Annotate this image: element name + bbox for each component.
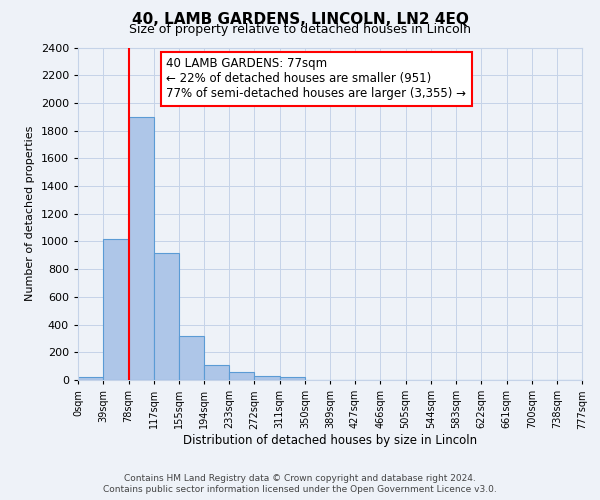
Bar — [280, 377, 305, 380]
Bar — [78, 377, 103, 380]
Text: 40, LAMB GARDENS, LINCOLN, LN2 4EQ: 40, LAMB GARDENS, LINCOLN, LN2 4EQ — [131, 12, 469, 26]
Bar — [179, 336, 204, 380]
Y-axis label: Number of detached properties: Number of detached properties — [25, 126, 35, 302]
Bar — [229, 372, 254, 380]
Bar — [128, 117, 154, 380]
Bar — [154, 252, 179, 380]
Text: 40 LAMB GARDENS: 77sqm
← 22% of detached houses are smaller (951)
77% of semi-de: 40 LAMB GARDENS: 77sqm ← 22% of detached… — [166, 58, 466, 100]
Text: Contains HM Land Registry data © Crown copyright and database right 2024.
Contai: Contains HM Land Registry data © Crown c… — [103, 474, 497, 494]
Bar — [204, 365, 229, 380]
Bar — [103, 238, 128, 380]
Bar — [254, 376, 280, 380]
X-axis label: Distribution of detached houses by size in Lincoln: Distribution of detached houses by size … — [183, 434, 477, 447]
Text: Size of property relative to detached houses in Lincoln: Size of property relative to detached ho… — [129, 22, 471, 36]
